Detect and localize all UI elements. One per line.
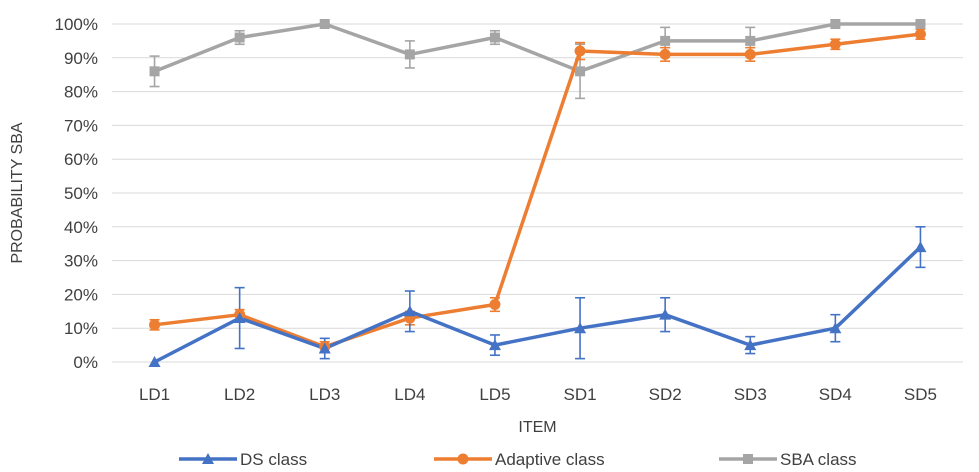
adaptive-class-point (914, 28, 926, 40)
sba-class-point (660, 35, 671, 46)
ds-class-point (914, 241, 927, 253)
y-tick-label: 100% (55, 15, 98, 34)
x-tick-label: LD2 (224, 385, 255, 404)
ds-class-point (233, 312, 246, 324)
sba-class-point (830, 19, 841, 29)
y-tick-label: 80% (64, 83, 98, 102)
ds-class-point (403, 305, 416, 317)
ds-class-point (488, 339, 501, 351)
adaptive-class-point (489, 299, 501, 311)
adaptive-class-point (659, 48, 671, 60)
sba-class-point (575, 66, 586, 77)
y-tick-label: 60% (64, 150, 98, 169)
ds-class-point (744, 339, 757, 351)
x-tick-label: SD5 (904, 385, 937, 404)
y-axis-tick-labels: 0% 10% 20% 30% 40% 50% 60% 70% 80% 90% 100% (55, 15, 98, 372)
y-tick-label: 10% (64, 319, 98, 338)
x-tick-label: LD1 (139, 385, 170, 404)
adaptive-class-line (154, 32, 921, 349)
sba-class-point (319, 19, 330, 29)
legend-marker (457, 453, 469, 465)
y-tick-label: 40% (64, 218, 98, 237)
x-tick-label: SD2 (649, 385, 682, 404)
y-tick-label: 50% (64, 184, 98, 203)
ds-class-line (153, 245, 922, 364)
sba-class-point (745, 35, 756, 46)
y-tick-label: 0% (73, 353, 98, 372)
series-lines (153, 22, 922, 364)
x-axis-tick-labels: LD1 LD2 LD3 LD4 LD5 SD1 SD2 SD3 SD4 SD5 (139, 385, 937, 404)
legend-item-adaptive-class: Adaptive class (434, 450, 605, 469)
legend-item-ds-class: DS class (179, 450, 307, 469)
sba-class-point (234, 32, 245, 43)
x-tick-label: SD3 (734, 385, 767, 404)
series-markers (148, 19, 927, 367)
x-tick-label: SD1 (564, 385, 597, 404)
error-bars (149, 23, 926, 360)
legend-label: Adaptive class (495, 450, 605, 469)
ds-class-point (659, 308, 672, 320)
y-tick-label: 70% (64, 116, 98, 135)
sba-class-point (404, 49, 415, 60)
x-tick-label: LD4 (394, 385, 425, 404)
legend-marker (202, 453, 214, 464)
adaptive-class-point (149, 319, 161, 331)
legend: DS class Adaptive class SBA class (179, 450, 857, 469)
sba-class-point (915, 19, 926, 29)
legend-item-sba-class: SBA class (719, 450, 857, 469)
y-axis-title: PROBABILITY SBA (9, 122, 26, 263)
ds-class-point (829, 322, 842, 334)
sba-class-point (149, 66, 160, 77)
x-tick-label: SD4 (819, 385, 852, 404)
sba-class-point (489, 32, 500, 43)
y-tick-label: 20% (64, 285, 98, 304)
adaptive-class-point (829, 38, 841, 50)
legend-label: DS class (240, 450, 307, 469)
adaptive-class-point (744, 48, 756, 60)
y-tick-label: 90% (64, 49, 98, 68)
x-tick-label: LD3 (309, 385, 340, 404)
legend-marker (743, 454, 753, 464)
ds-class-point (574, 322, 587, 334)
gridlines (112, 23, 963, 363)
ds-class-point (318, 342, 331, 354)
x-axis-title: ITEM (518, 419, 556, 436)
y-tick-label: 30% (64, 252, 98, 271)
sba-class-line (153, 22, 921, 74)
legend-label: SBA class (780, 450, 857, 469)
adaptive-class-point (574, 45, 586, 57)
ds-class-point (148, 356, 161, 367)
x-tick-label: LD5 (479, 385, 510, 404)
